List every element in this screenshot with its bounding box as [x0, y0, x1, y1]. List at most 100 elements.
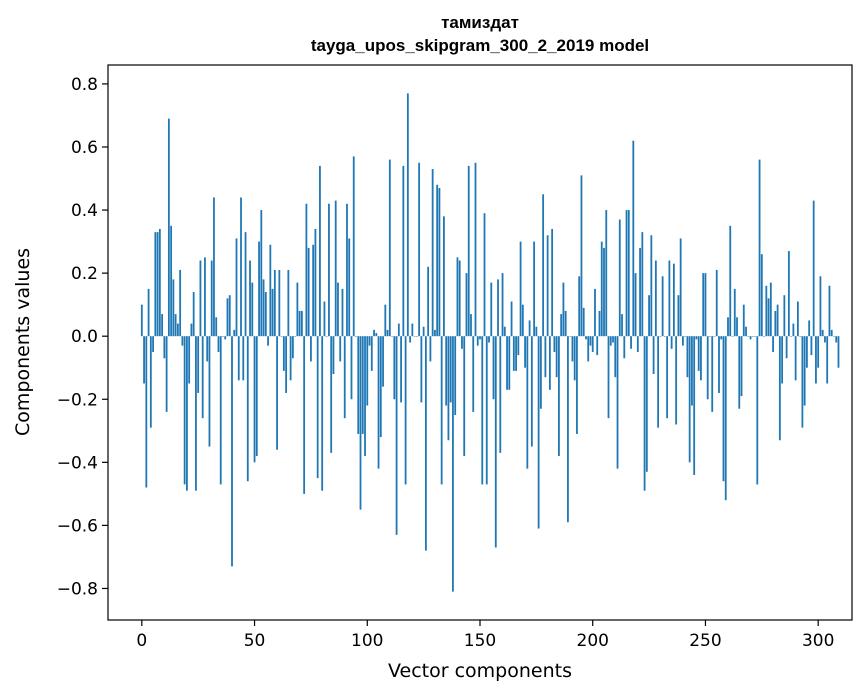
- bar-274: [758, 159, 761, 337]
- bar-42: [235, 238, 238, 337]
- bar-289: [792, 323, 795, 337]
- bar-88: [339, 336, 342, 362]
- plot-frame: [107, 64, 853, 621]
- bar-123: [418, 162, 421, 337]
- bar-222: [641, 232, 644, 337]
- bar-178: [542, 194, 545, 337]
- bar-54: [262, 279, 265, 337]
- bar-112: [393, 336, 396, 400]
- bar-28: [204, 257, 206, 337]
- bar-273: [756, 336, 759, 485]
- bar-163: [508, 336, 511, 390]
- bar-111: [391, 336, 393, 337]
- bar-265: [738, 336, 741, 409]
- bar-271: [751, 336, 754, 337]
- bar-235: [670, 336, 673, 349]
- chart-title: тамиздат: [441, 13, 519, 32]
- bar-63: [282, 336, 285, 371]
- bar-153: [485, 336, 488, 485]
- bar-143: [463, 336, 466, 457]
- x-axis-ticks: 0 50 100 150 200 250 300: [136, 620, 834, 651]
- bar-185: [558, 336, 560, 457]
- bar-47: [246, 336, 249, 482]
- y-tick-label: −0.6: [57, 516, 98, 536]
- bar-137: [449, 336, 452, 403]
- bar-44: [240, 197, 242, 337]
- bar-122: [415, 336, 418, 337]
- bar-55: [264, 292, 267, 337]
- bar-97: [359, 336, 362, 510]
- bar-98: [361, 336, 364, 434]
- bar-89: [341, 288, 344, 337]
- bars: [140, 93, 840, 592]
- bar-233: [666, 336, 669, 419]
- bar-171: [526, 336, 529, 469]
- bar-217: [630, 336, 632, 349]
- bar-307: [833, 336, 835, 337]
- bar-27: [201, 336, 204, 419]
- x-tick-label: 100: [351, 631, 383, 651]
- bar-82: [325, 336, 328, 337]
- bar-266: [740, 336, 743, 397]
- bar-206: [605, 210, 608, 337]
- bar-145: [467, 165, 470, 337]
- bar-57: [269, 244, 272, 337]
- bar-261: [729, 225, 732, 337]
- bar-135: [445, 336, 448, 406]
- bar-264: [736, 317, 738, 337]
- bar-188: [564, 310, 567, 337]
- bar-244: [691, 336, 693, 406]
- bar-85: [332, 336, 335, 375]
- bar-252: [709, 336, 711, 337]
- bar-92: [348, 238, 351, 337]
- bar-260: [727, 317, 729, 337]
- bar-160: [501, 273, 504, 337]
- bar-218: [632, 140, 635, 337]
- bar-58: [271, 288, 274, 337]
- bar-7: [156, 232, 159, 337]
- bar-50: [253, 336, 256, 463]
- bar-279: [769, 282, 772, 337]
- bar-272: [754, 336, 756, 337]
- bar-237: [675, 336, 678, 425]
- bar-170: [524, 336, 526, 368]
- bar-29: [206, 336, 209, 362]
- bar-52: [258, 241, 260, 337]
- bar-129: [431, 169, 434, 337]
- bar-48: [249, 260, 251, 337]
- bar-219: [634, 273, 637, 337]
- bar-239: [679, 238, 682, 337]
- bar-115: [400, 336, 402, 403]
- bar-147: [472, 336, 475, 412]
- bar-226: [650, 235, 653, 337]
- bar-132: [438, 187, 441, 337]
- bar-150: [479, 336, 481, 340]
- bar-108: [384, 304, 387, 337]
- bar-199: [589, 336, 592, 346]
- bar-138: [452, 336, 454, 592]
- bar-280: [772, 336, 774, 352]
- bar-118: [406, 93, 409, 337]
- bar-290: [794, 336, 797, 381]
- bar-149: [476, 336, 479, 346]
- bar-69: [296, 282, 299, 337]
- bar-230: [659, 336, 662, 337]
- bar-248: [700, 336, 702, 381]
- bar-53: [260, 210, 263, 337]
- bar-36: [222, 336, 224, 337]
- bar-117: [404, 336, 407, 485]
- y-tick-label: −0.8: [57, 579, 98, 599]
- bar-242: [686, 336, 689, 378]
- y-axis-ticks: −0.8 −0.6 −0.4 −0.2 0.0 0.2 0.4 0.6 0.8: [57, 75, 108, 599]
- bar-11: [165, 336, 168, 412]
- bar-186: [560, 314, 563, 337]
- bar-295: [806, 336, 808, 368]
- bar-194: [578, 276, 581, 337]
- bar-292: [799, 336, 802, 337]
- bar-288: [790, 336, 793, 337]
- bar-256: [718, 336, 720, 393]
- bar-136: [447, 336, 450, 441]
- bar-158: [497, 279, 499, 337]
- bar-139: [454, 336, 457, 416]
- bar-26: [199, 260, 202, 337]
